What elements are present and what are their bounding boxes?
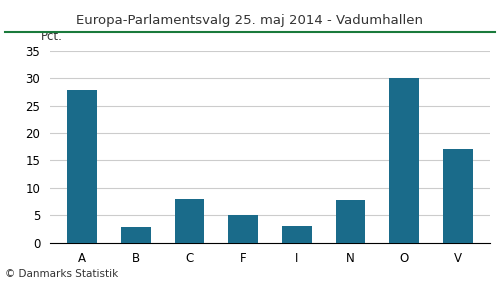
Bar — [121, 227, 150, 243]
Bar — [390, 78, 419, 243]
Bar — [228, 215, 258, 243]
Text: Pct.: Pct. — [41, 30, 63, 43]
Bar — [175, 199, 204, 243]
Bar — [282, 226, 312, 243]
Bar — [443, 149, 472, 243]
Text: © Danmarks Statistik: © Danmarks Statistik — [5, 269, 118, 279]
Bar — [336, 200, 365, 243]
Text: Europa-Parlamentsvalg 25. maj 2014 - Vadumhallen: Europa-Parlamentsvalg 25. maj 2014 - Vad… — [76, 14, 424, 27]
Bar — [68, 90, 97, 243]
